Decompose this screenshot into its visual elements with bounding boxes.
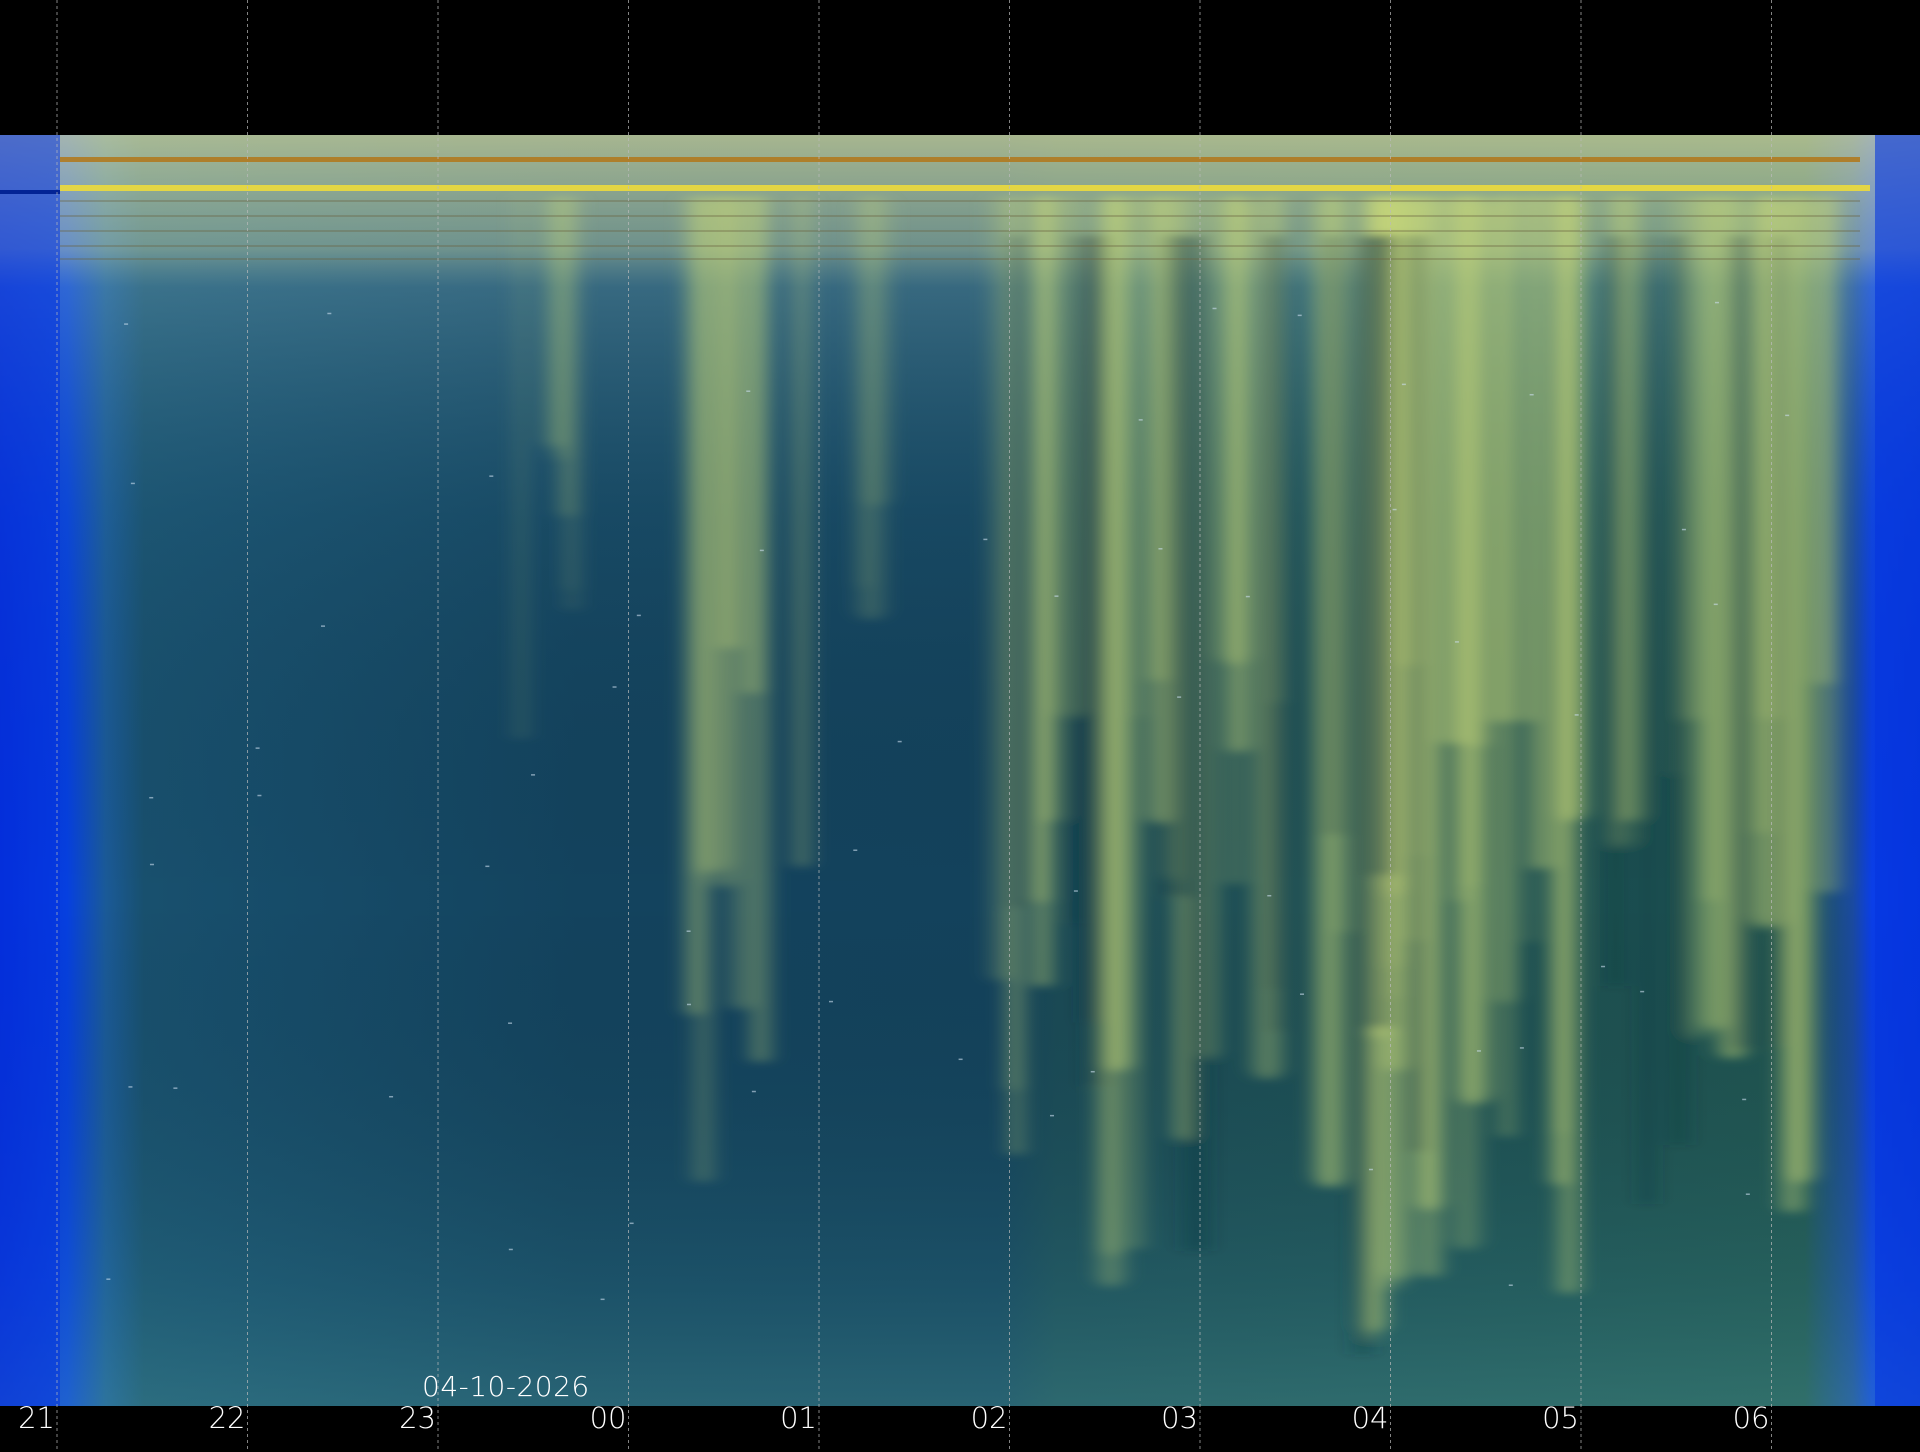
star xyxy=(1529,393,1534,396)
star xyxy=(389,1095,394,1098)
star xyxy=(1177,696,1182,698)
star xyxy=(759,549,764,552)
star xyxy=(173,1087,178,1089)
hour-label: 02 xyxy=(970,1401,1008,1435)
star xyxy=(1073,890,1078,892)
star xyxy=(149,863,154,866)
star xyxy=(1785,414,1790,417)
star xyxy=(1640,990,1645,993)
star xyxy=(485,865,490,868)
hour-label: 01 xyxy=(780,1401,817,1435)
star xyxy=(1454,641,1459,643)
star xyxy=(255,747,260,749)
star xyxy=(746,390,751,392)
star xyxy=(1212,307,1217,310)
hour-label: 00 xyxy=(589,1401,627,1435)
star xyxy=(124,323,129,325)
star xyxy=(1049,1114,1054,1117)
star xyxy=(1601,965,1606,968)
star xyxy=(1742,1098,1747,1101)
star xyxy=(1476,1050,1481,1052)
star xyxy=(1300,993,1305,995)
star xyxy=(1401,383,1406,386)
hour-label: 04 xyxy=(1351,1401,1389,1435)
aurora-streaks xyxy=(517,195,1839,1355)
star xyxy=(128,1086,133,1088)
star xyxy=(1681,528,1686,531)
star xyxy=(686,1003,691,1006)
star xyxy=(629,1222,634,1225)
star xyxy=(1713,603,1718,606)
star xyxy=(686,930,691,932)
star xyxy=(327,312,332,315)
sky-band xyxy=(0,135,1920,1406)
star xyxy=(1138,419,1143,421)
star xyxy=(751,1090,756,1093)
star xyxy=(531,774,536,776)
date-label: 04-10-2026 xyxy=(422,1370,590,1403)
star xyxy=(612,686,617,688)
hour-label: 03 xyxy=(1161,1401,1198,1435)
star xyxy=(320,625,325,627)
star xyxy=(958,1058,963,1061)
hour-label: 22 xyxy=(208,1401,246,1435)
hour-label: 06 xyxy=(1732,1401,1770,1435)
star xyxy=(508,1022,513,1024)
star xyxy=(106,1278,111,1280)
star xyxy=(130,482,135,485)
star xyxy=(1245,595,1250,598)
hour-label: 23 xyxy=(399,1401,436,1435)
hour-label: 21 xyxy=(18,1401,55,1435)
star xyxy=(600,1298,605,1301)
star xyxy=(1267,894,1272,897)
star xyxy=(829,1000,834,1003)
star xyxy=(897,740,902,743)
star xyxy=(853,849,858,851)
star xyxy=(149,796,154,799)
star xyxy=(1054,595,1059,597)
star xyxy=(1297,314,1302,317)
star xyxy=(1745,1193,1750,1195)
star xyxy=(1508,1284,1513,1286)
star xyxy=(1368,1168,1373,1171)
star xyxy=(508,1248,513,1251)
star xyxy=(489,475,494,477)
star xyxy=(1519,1047,1524,1049)
star xyxy=(1090,1070,1095,1073)
right-edge xyxy=(1875,135,1920,1406)
star xyxy=(1574,714,1579,716)
star xyxy=(1158,548,1163,550)
star xyxy=(1392,508,1397,511)
star xyxy=(257,794,262,797)
hour-label: 05 xyxy=(1542,1401,1579,1435)
star xyxy=(983,538,988,541)
left-edge xyxy=(0,135,60,1406)
star xyxy=(1714,301,1719,304)
star xyxy=(636,614,641,617)
